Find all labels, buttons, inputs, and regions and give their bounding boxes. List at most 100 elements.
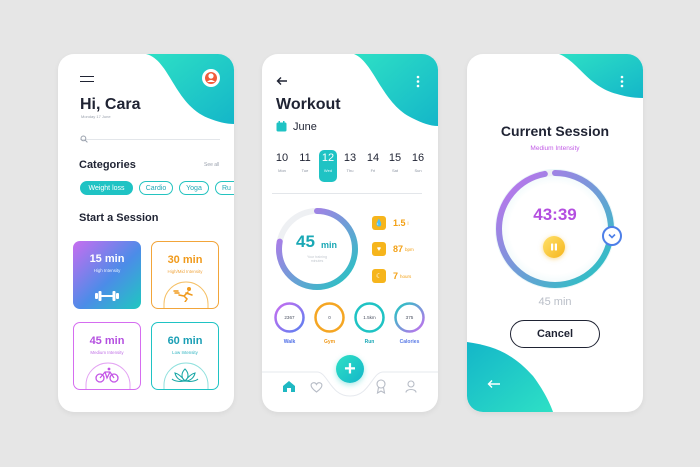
session-progress-ring: [495, 169, 615, 289]
back-arrow-icon[interactable]: [276, 76, 288, 86]
intensity-label: Medium Intensity: [530, 145, 580, 152]
page-title: Workout: [276, 96, 341, 113]
back-arrow-icon[interactable]: [487, 379, 501, 389]
run-metric[interactable]: 1.5km Run: [353, 301, 386, 345]
workout-screen: Workout June 10 Mon 11 Tue 12 Wed 13 Thu 14 F…: [262, 54, 438, 412]
weekday-label: Sun: [414, 168, 422, 173]
metric-value: 1.5km: [363, 315, 376, 320]
home-screen: Hi, Cara Monday 17 June Categories See a…: [58, 54, 234, 412]
heart-icon: ♥: [372, 242, 386, 256]
heart-rate-stat: ♥ 87 bpm: [372, 242, 414, 256]
cancel-button[interactable]: Cancel: [510, 320, 600, 348]
sleep-stat: ☾ 7 hours: [372, 269, 411, 283]
avatar-icon: [205, 72, 217, 84]
weekday-label: Wed: [323, 168, 333, 173]
heart-nav-icon[interactable]: [310, 381, 323, 393]
divider: [272, 193, 422, 194]
category-weight-loss[interactable]: Weight loss: [80, 181, 133, 195]
avatar[interactable]: [202, 69, 220, 87]
day-number: 14: [366, 152, 380, 164]
gym-ring: [314, 302, 345, 333]
stat-value: 1.5: [393, 218, 406, 228]
plus-icon: +: [344, 357, 356, 380]
greeting-title: Hi, Cara: [80, 96, 141, 113]
training-minutes-ring: [276, 208, 358, 290]
weekday-label: Mon: [278, 168, 286, 173]
water-drop-icon: 💧: [372, 216, 386, 230]
day-16[interactable]: 16 Sun: [408, 152, 428, 173]
bicycle-icon: [95, 367, 119, 383]
day-14[interactable]: 14 Fri: [363, 152, 383, 173]
selected-day-highlight: [319, 150, 337, 182]
teal-wave-decoration: [354, 54, 438, 126]
session-time: 30 min: [167, 254, 203, 266]
session-level: Medium Intensity: [90, 350, 124, 355]
ring-unit: min: [321, 240, 338, 250]
day-13[interactable]: 13 Thu: [340, 152, 360, 173]
day-number: 13: [343, 152, 357, 164]
metric-label: Walk: [283, 339, 296, 345]
expand-button[interactable]: [602, 226, 622, 246]
day-number: 16: [411, 152, 425, 164]
ring-caption: Your training minutes: [306, 255, 328, 263]
categories-title: Categories: [79, 159, 136, 171]
metric-label: Run: [364, 339, 375, 345]
month-label: June: [293, 121, 317, 133]
day-11[interactable]: 11 Tue: [295, 152, 315, 173]
day-12[interactable]: 12 Wed: [318, 152, 338, 173]
arch-decoration: [163, 281, 209, 308]
gym-metric[interactable]: 0 Gym: [313, 301, 346, 345]
walk-ring: [274, 302, 305, 333]
pause-button[interactable]: [543, 236, 565, 258]
calories-metric[interactable]: 375 Calories: [393, 301, 426, 345]
stat-unit: bpm: [405, 246, 414, 252]
run-ring: [354, 302, 385, 333]
chevron-down-icon: [608, 233, 616, 239]
day-number: 11: [299, 152, 311, 164]
runner-icon: [173, 287, 193, 302]
session-level: High/Mid Intensity: [167, 269, 203, 274]
weekday-label: Thu: [346, 168, 354, 173]
dumbbell-icon: [95, 291, 119, 301]
current-session-screen: Current Session Medium Intensity 43:39 4…: [467, 54, 643, 412]
category-running[interactable]: Ru: [215, 181, 234, 195]
day-number: 12: [321, 152, 335, 164]
category-cardio[interactable]: Cardio: [139, 181, 173, 195]
stat-unit: l: [407, 220, 409, 226]
category-yoga[interactable]: Yoga: [179, 181, 209, 195]
metric-label: Gym: [323, 339, 336, 345]
see-all-link[interactable]: See all: [204, 162, 220, 168]
lotus-icon: [171, 368, 199, 382]
metric-value: 2367: [284, 315, 295, 320]
more-vertical-icon[interactable]: [416, 75, 420, 88]
session-level: High Intensity: [93, 268, 121, 273]
award-icon[interactable]: [375, 379, 387, 394]
session-card-60[interactable]: 60 min Low Intensity: [151, 322, 219, 390]
calendar-icon: [276, 121, 287, 132]
stat-unit: hours: [400, 273, 412, 279]
bottom-nav-bar: [262, 371, 438, 397]
weekday-label: Fri: [370, 168, 376, 173]
session-card-45[interactable]: 45 min Medium Intensity: [73, 322, 141, 390]
day-15[interactable]: 15 Sat: [385, 152, 405, 173]
session-time: 60 min: [167, 335, 203, 347]
day-10[interactable]: 10 Mon: [272, 152, 292, 173]
water-stat: 💧 1.5 l: [372, 216, 409, 230]
arch-decoration: [85, 362, 131, 389]
weekday-label: Tue: [301, 168, 309, 173]
session-card-15[interactable]: 15 min High Intensity: [73, 241, 141, 309]
menu-icon[interactable]: [80, 76, 94, 82]
profile-icon[interactable]: [405, 380, 417, 393]
session-time: 15 min: [89, 253, 125, 265]
add-button[interactable]: +: [336, 355, 364, 383]
home-icon[interactable]: [282, 380, 296, 393]
session-card-30[interactable]: 30 min High/Mid Intensity: [151, 241, 219, 309]
search-input[interactable]: [80, 130, 220, 143]
pause-icon: [551, 243, 557, 251]
session-time: 45 min: [89, 335, 125, 347]
more-vertical-icon[interactable]: [620, 75, 624, 88]
search-icon: [80, 135, 88, 143]
walk-metric[interactable]: 2367 Walk: [273, 301, 306, 345]
stat-value: 87: [393, 244, 404, 254]
calories-ring: [394, 302, 425, 333]
